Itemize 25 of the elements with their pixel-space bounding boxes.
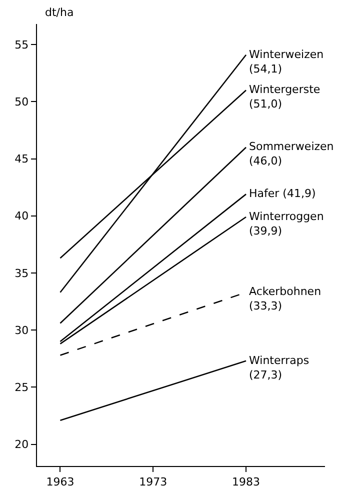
data-label: (27,3) bbox=[249, 368, 282, 382]
series-label: Winterroggen bbox=[249, 210, 324, 223]
y-tick-label: 25 bbox=[14, 381, 29, 394]
y-tick-label: 45 bbox=[14, 152, 29, 166]
data-label: (54,1) bbox=[249, 62, 282, 76]
series-label: Wintergerste bbox=[249, 83, 320, 96]
y-tick-label: 35 bbox=[14, 266, 29, 280]
y-tick-label: 55 bbox=[14, 38, 29, 52]
y-axis-title: dt/ha bbox=[45, 6, 74, 19]
y-tick-label: 20 bbox=[14, 438, 29, 452]
data-label: (39,9) bbox=[249, 224, 282, 238]
series-label: Winterweizen bbox=[249, 48, 324, 61]
series-label: Sommerweizen bbox=[249, 140, 334, 153]
data-label: (33,3) bbox=[249, 299, 282, 312]
text: Hafer (41,9) bbox=[249, 187, 316, 200]
series-label: Ackerbohnen bbox=[249, 285, 322, 298]
y-tick-label: 30 bbox=[14, 324, 29, 337]
y-tick-label: 50 bbox=[14, 96, 29, 109]
x-tick-label: 1983 bbox=[232, 475, 260, 488]
data-label: (51,0) bbox=[249, 97, 282, 110]
x-tick-label: 1963 bbox=[46, 475, 74, 488]
y-tick-label: 40 bbox=[14, 210, 29, 223]
series-label: Winterraps bbox=[249, 354, 310, 367]
x-tick-label: 1973 bbox=[139, 475, 168, 488]
data-label: (46,0) bbox=[249, 154, 282, 168]
